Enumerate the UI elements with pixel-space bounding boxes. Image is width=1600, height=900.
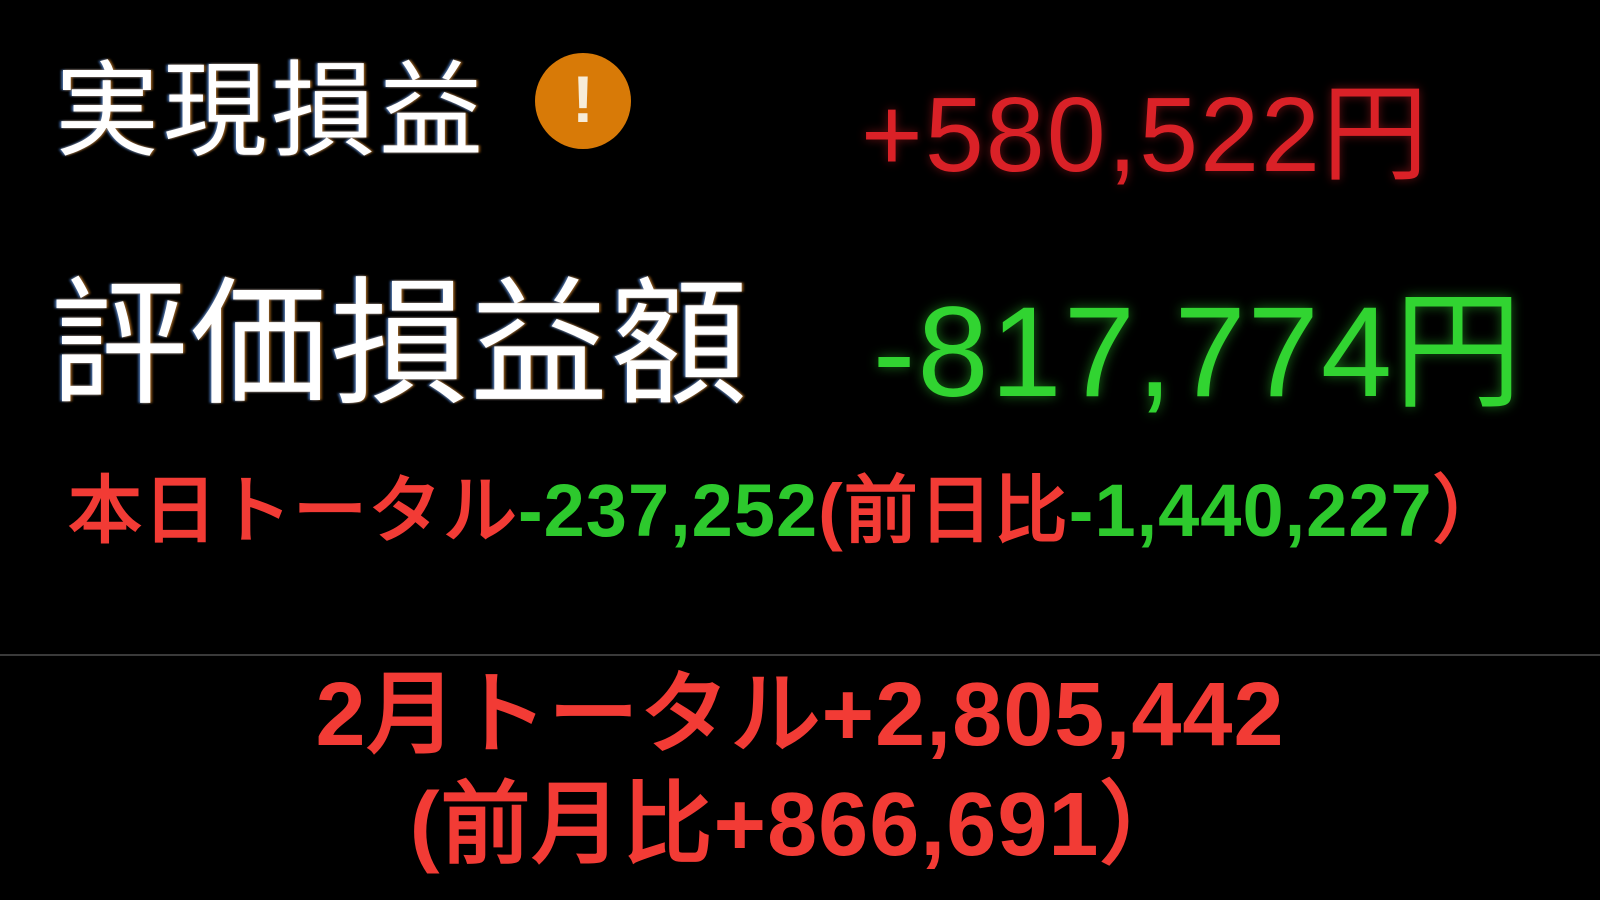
today-paren-close: ） [1432,469,1508,552]
realized-pnl-label: 実現損益 [55,53,488,170]
valuation-pnl-label: 評価損益額 [50,268,751,422]
today-total-label: 本日トータル [68,469,518,552]
realized-pnl-value: +580,522円 [860,76,1430,194]
warning-icon-glyph: ! [572,62,594,136]
today-total-value: -237,252 [518,469,819,552]
prev-month-value: +866,691 [713,775,1100,875]
prev-month-paren-open: ( [409,775,441,875]
today-paren-open: ( [818,469,844,552]
month-total-line: 2月トータル+2,805,442 [0,666,1600,765]
prev-day-label: 前日比 [843,469,1069,552]
realized-pnl-row: 実現損益 ! [55,40,632,170]
today-total-line: 本日トータル-237,252(前日比-1,440,227） [68,470,1508,551]
prev-day-value: -1,440,227 [1068,469,1433,552]
warning-icon[interactable]: ! [535,53,632,149]
month-total-label: 2月トータル [315,665,822,765]
prev-month-line: (前月比+866,691） [0,776,1600,875]
section-divider [0,654,1600,656]
prev-month-label: 前月比 [440,775,714,875]
month-total-value: +2,805,442 [821,665,1285,765]
valuation-pnl-value: -817,774円 [872,281,1524,424]
prev-month-paren-close: ） [1099,775,1191,875]
